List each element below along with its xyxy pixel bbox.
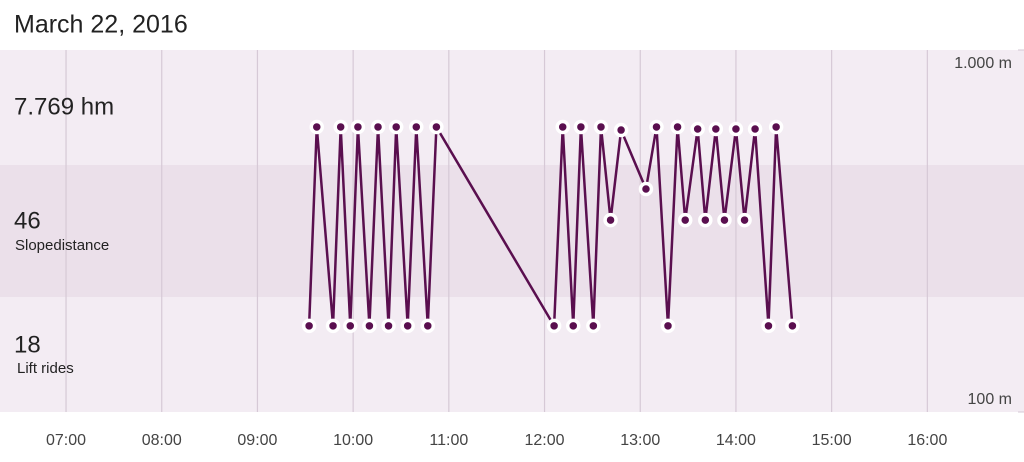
x-tick-label: 15:00 (812, 432, 852, 449)
lifts-count: 18 (14, 331, 41, 358)
point (420, 318, 436, 334)
x-tick-label: 09:00 (237, 432, 277, 449)
point (698, 212, 713, 228)
point (573, 119, 589, 135)
point (555, 119, 570, 135)
point (785, 318, 800, 334)
x-tick-label: 07:00 (46, 432, 86, 449)
band (0, 297, 1024, 412)
x-tick-label: 14:00 (716, 432, 756, 449)
point (350, 119, 366, 135)
point (333, 119, 348, 135)
point (708, 121, 724, 137)
point (747, 121, 763, 137)
point (649, 119, 664, 135)
point (301, 318, 317, 334)
x-tick-label: 12:00 (525, 432, 565, 449)
point (362, 318, 377, 334)
point (761, 318, 776, 334)
point (670, 119, 685, 135)
point (690, 121, 705, 137)
point (593, 119, 609, 135)
band (0, 165, 1024, 297)
point (400, 318, 415, 334)
point (737, 212, 752, 228)
x-tick-label: 11:00 (429, 432, 468, 449)
point (370, 119, 386, 135)
point (325, 318, 341, 334)
point (381, 318, 396, 334)
band (0, 50, 1024, 165)
lifts-label: Lift rides (17, 360, 74, 377)
x-tick-label: 16:00 (907, 432, 947, 449)
date-title: March 22, 2016 (14, 11, 188, 39)
x-tick-label: 08:00 (142, 432, 182, 449)
point (309, 119, 325, 135)
point (343, 318, 358, 334)
point (613, 122, 629, 138)
point (586, 318, 601, 334)
point (565, 318, 581, 334)
slopes-count: 46 (14, 207, 41, 234)
point (677, 212, 693, 228)
point (717, 212, 732, 228)
point (409, 119, 424, 135)
y-tick-label: 1.000 m (954, 55, 1012, 72)
slopes-label: Slopedistance (15, 237, 109, 254)
distance: 7.769 hm (14, 93, 114, 120)
x-tick-label: 13:00 (620, 432, 660, 449)
point (388, 119, 404, 135)
point (638, 181, 654, 197)
point (768, 119, 784, 135)
point (546, 318, 562, 334)
point (603, 212, 618, 228)
y-tick-label: 100 m (968, 391, 1012, 408)
point (660, 318, 676, 334)
point (728, 121, 744, 137)
x-tick-label: 10:00 (333, 432, 373, 449)
point (429, 119, 444, 135)
